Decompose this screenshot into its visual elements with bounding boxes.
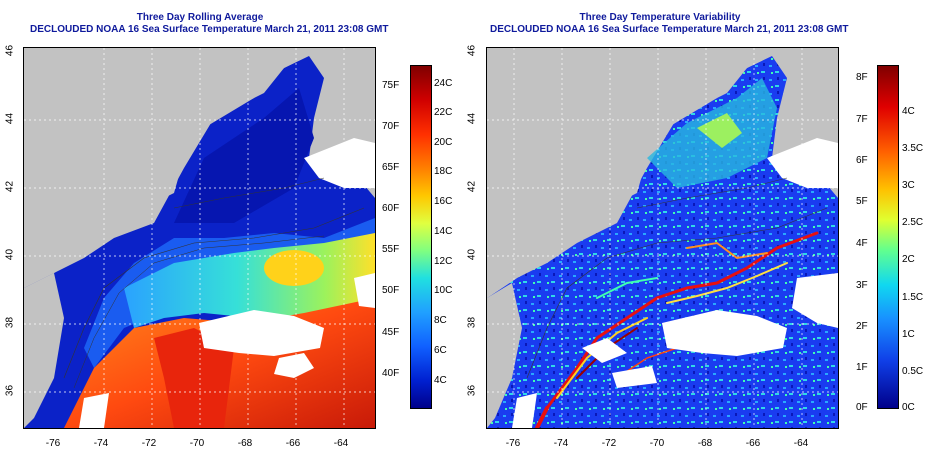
left-title-line1: Three Day Rolling Average xyxy=(136,12,264,23)
cbar-c-12: 12C xyxy=(434,256,453,267)
vbar-f-2: 2F xyxy=(856,321,868,332)
vbar-c-4: 4C xyxy=(902,106,915,117)
left-xlabel-68: -68 xyxy=(237,438,253,449)
cbar-c-4: 4C xyxy=(434,375,447,386)
grid-lines xyxy=(487,48,838,428)
vbar-f-8: 8F xyxy=(856,72,868,83)
right-ylabel-36: 36 xyxy=(466,384,478,397)
left-ylabel-38: 38 xyxy=(4,316,16,329)
cbar-c-10: 10C xyxy=(434,285,453,296)
cbar-f-55: 55F xyxy=(382,244,400,255)
left-ylabel-42: 42 xyxy=(4,180,16,193)
right-ylabel-46: 46 xyxy=(466,44,478,57)
cbar-c-8: 8C xyxy=(434,315,447,326)
left-xlabel-72: -72 xyxy=(141,438,157,449)
right-xlabel-66: -66 xyxy=(745,438,761,449)
right-ylabel-38: 38 xyxy=(466,316,478,329)
vbar-c-2-5: 2.5C xyxy=(902,217,924,228)
sst-variability-map xyxy=(486,47,839,429)
vbar-f-4: 4F xyxy=(856,238,868,249)
sst-variability-map-svg xyxy=(487,48,838,428)
right-title-line1: Three Day Temperature Variability xyxy=(579,12,741,23)
right-ylabel-40: 40 xyxy=(466,248,478,261)
left-ylabel-44: 44 xyxy=(4,112,16,125)
right-xlabel-74: -74 xyxy=(553,438,569,449)
left-ylabel-40: 40 xyxy=(4,248,16,261)
vbar-c-1-5: 1.5C xyxy=(902,292,924,303)
cbar-c-16: 16C xyxy=(434,196,453,207)
vbar-f-5: 5F xyxy=(856,196,868,207)
cbar-c-6: 6C xyxy=(434,345,447,356)
cbar-c-22: 22C xyxy=(434,107,453,118)
cbar-f-75: 75F xyxy=(382,80,400,91)
cbar-c-20: 20C xyxy=(434,137,453,148)
left-map-title: Three Day Rolling Average DECLOUDED NOAA… xyxy=(30,12,389,36)
left-xlabel-64: -64 xyxy=(333,438,349,449)
left-title-line2: DECLOUDED NOAA 16 Sea Surface Temperatur… xyxy=(30,24,389,35)
vbar-c-1: 1C xyxy=(902,329,915,340)
vbar-f-1: 1F xyxy=(856,362,868,373)
right-map-title: Three Day Temperature Variability DECLOU… xyxy=(490,12,849,36)
vbar-c-0-5: 0.5C xyxy=(902,366,924,377)
sst-average-map-svg xyxy=(24,48,375,428)
vbar-f-7: 7F xyxy=(856,114,868,125)
cbar-f-65: 65F xyxy=(382,162,400,173)
cbar-f-50: 50F xyxy=(382,285,400,296)
vbar-f-0: 0F xyxy=(856,402,868,413)
right-xlabel-72: -72 xyxy=(601,438,617,449)
cbar-c-18: 18C xyxy=(434,166,453,177)
cbar-f-70: 70F xyxy=(382,121,400,132)
right-ylabel-42: 42 xyxy=(466,180,478,193)
left-xlabel-66: -66 xyxy=(285,438,301,449)
left-xlabel-76: -76 xyxy=(45,438,61,449)
vbar-c-0: 0C xyxy=(902,402,915,413)
cbar-f-45: 45F xyxy=(382,327,400,338)
vbar-c-2: 2C xyxy=(902,254,915,265)
cbar-f-60: 60F xyxy=(382,203,400,214)
cbar-f-40: 40F xyxy=(382,368,400,379)
left-ylabel-46: 46 xyxy=(4,44,16,57)
right-xlabel-64: -64 xyxy=(793,438,809,449)
sst-average-map xyxy=(23,47,376,429)
left-ylabel-36: 36 xyxy=(4,384,16,397)
left-xlabel-74: -74 xyxy=(93,438,109,449)
vbar-c-3-5: 3.5C xyxy=(902,143,924,154)
right-xlabel-76: -76 xyxy=(505,438,521,449)
variability-colorbar xyxy=(877,65,899,409)
cbar-c-24: 24C xyxy=(434,78,453,89)
cbar-c-14: 14C xyxy=(434,226,453,237)
right-title-line2: DECLOUDED NOAA 16 Sea Surface Temperatur… xyxy=(490,24,849,35)
sst-colorbar xyxy=(410,65,432,409)
vbar-c-3: 3C xyxy=(902,180,915,191)
left-xlabel-70: -70 xyxy=(189,438,205,449)
right-xlabel-68: -68 xyxy=(697,438,713,449)
grid-lines xyxy=(24,48,375,428)
vbar-f-6: 6F xyxy=(856,155,868,166)
right-xlabel-70: -70 xyxy=(649,438,665,449)
right-ylabel-44: 44 xyxy=(466,112,478,125)
vbar-f-3: 3F xyxy=(856,280,868,291)
